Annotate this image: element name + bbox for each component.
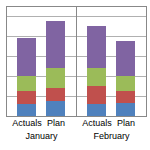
svg-text:Plan: Plan	[117, 118, 135, 128]
svg-text:January: January	[25, 131, 58, 141]
svg-text:Actuals: Actuals	[82, 118, 112, 128]
svg-text:February: February	[93, 131, 130, 141]
svg-text:Actuals: Actuals	[12, 118, 42, 128]
svg-text:Plan: Plan	[47, 118, 65, 128]
